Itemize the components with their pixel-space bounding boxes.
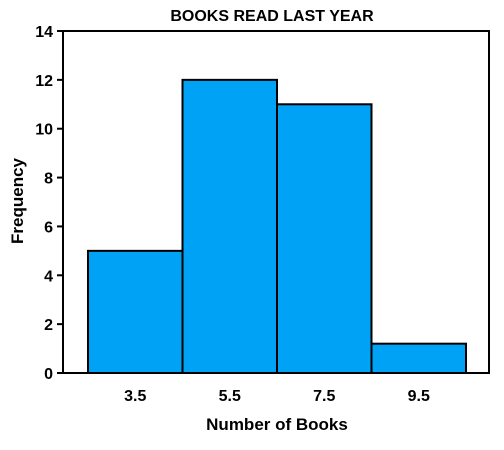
x-tick-label: 3.5: [124, 388, 146, 405]
x-tick-label: 7.5: [313, 388, 335, 405]
bar-9.5: [370, 342, 467, 374]
y-tick-label: 10: [35, 122, 53, 139]
chart-title: BOOKS READ LAST YEAR: [170, 8, 374, 25]
y-tick-label: 12: [35, 73, 53, 90]
y-tick-label: 0: [44, 366, 53, 383]
x-axis-label: Number of Books: [206, 415, 348, 434]
y-tick-label: 4: [44, 268, 53, 285]
bar-7.5: [276, 103, 373, 375]
y-tick-label: 2: [44, 317, 53, 334]
y-axis-ticks: 0 2 4 6 8 10 12 14: [35, 24, 63, 383]
bar-3.5: [87, 249, 184, 375]
x-axis-ticks: 3.5 5.5 7.5 9.5: [124, 388, 430, 405]
x-tick-label: 5.5: [219, 388, 241, 405]
y-axis-label: Frequency: [8, 157, 27, 244]
x-tick-label: 9.5: [408, 388, 430, 405]
y-tick-label: 8: [44, 171, 53, 188]
y-tick-label: 6: [44, 219, 53, 236]
bars-group: [87, 78, 467, 375]
bar-5.5: [181, 78, 278, 374]
y-tick-label: 14: [35, 24, 53, 41]
